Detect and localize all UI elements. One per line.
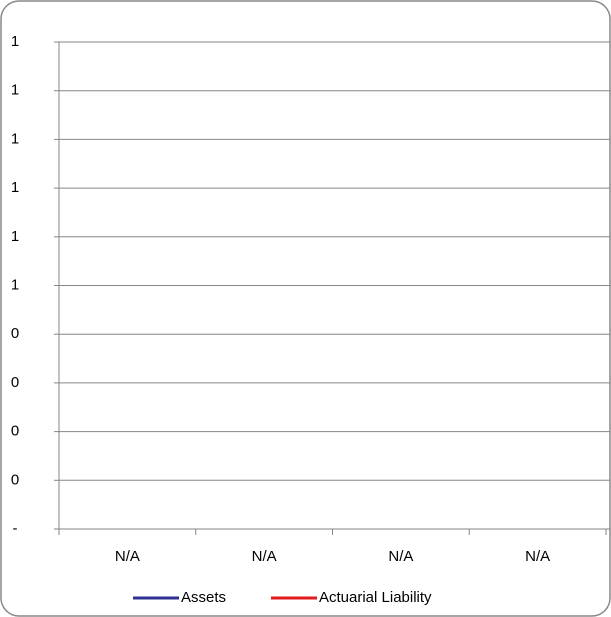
y-tick-label: 0 (11, 423, 19, 440)
y-tick-label: 1 (11, 228, 19, 245)
y-tick-label: 0 (11, 374, 19, 391)
y-tick-label: 1 (11, 179, 19, 196)
y-tick-label: 0 (11, 471, 19, 488)
y-tick-label: 1 (11, 276, 19, 293)
x-tick-label: N/A (252, 548, 277, 565)
legend-label: Assets (181, 589, 226, 606)
y-tick-label: 1 (11, 82, 19, 99)
x-tick-label: N/A (388, 548, 413, 565)
y-tick-label: 1 (11, 33, 19, 50)
x-tick-label: N/A (525, 548, 550, 565)
legend-label: Actuarial Liability (319, 589, 432, 606)
y-tick-label: 1 (11, 130, 19, 147)
y-tick-label: - (13, 520, 18, 537)
y-tick-label: 0 (11, 325, 19, 342)
x-tick-label: N/A (115, 548, 140, 565)
